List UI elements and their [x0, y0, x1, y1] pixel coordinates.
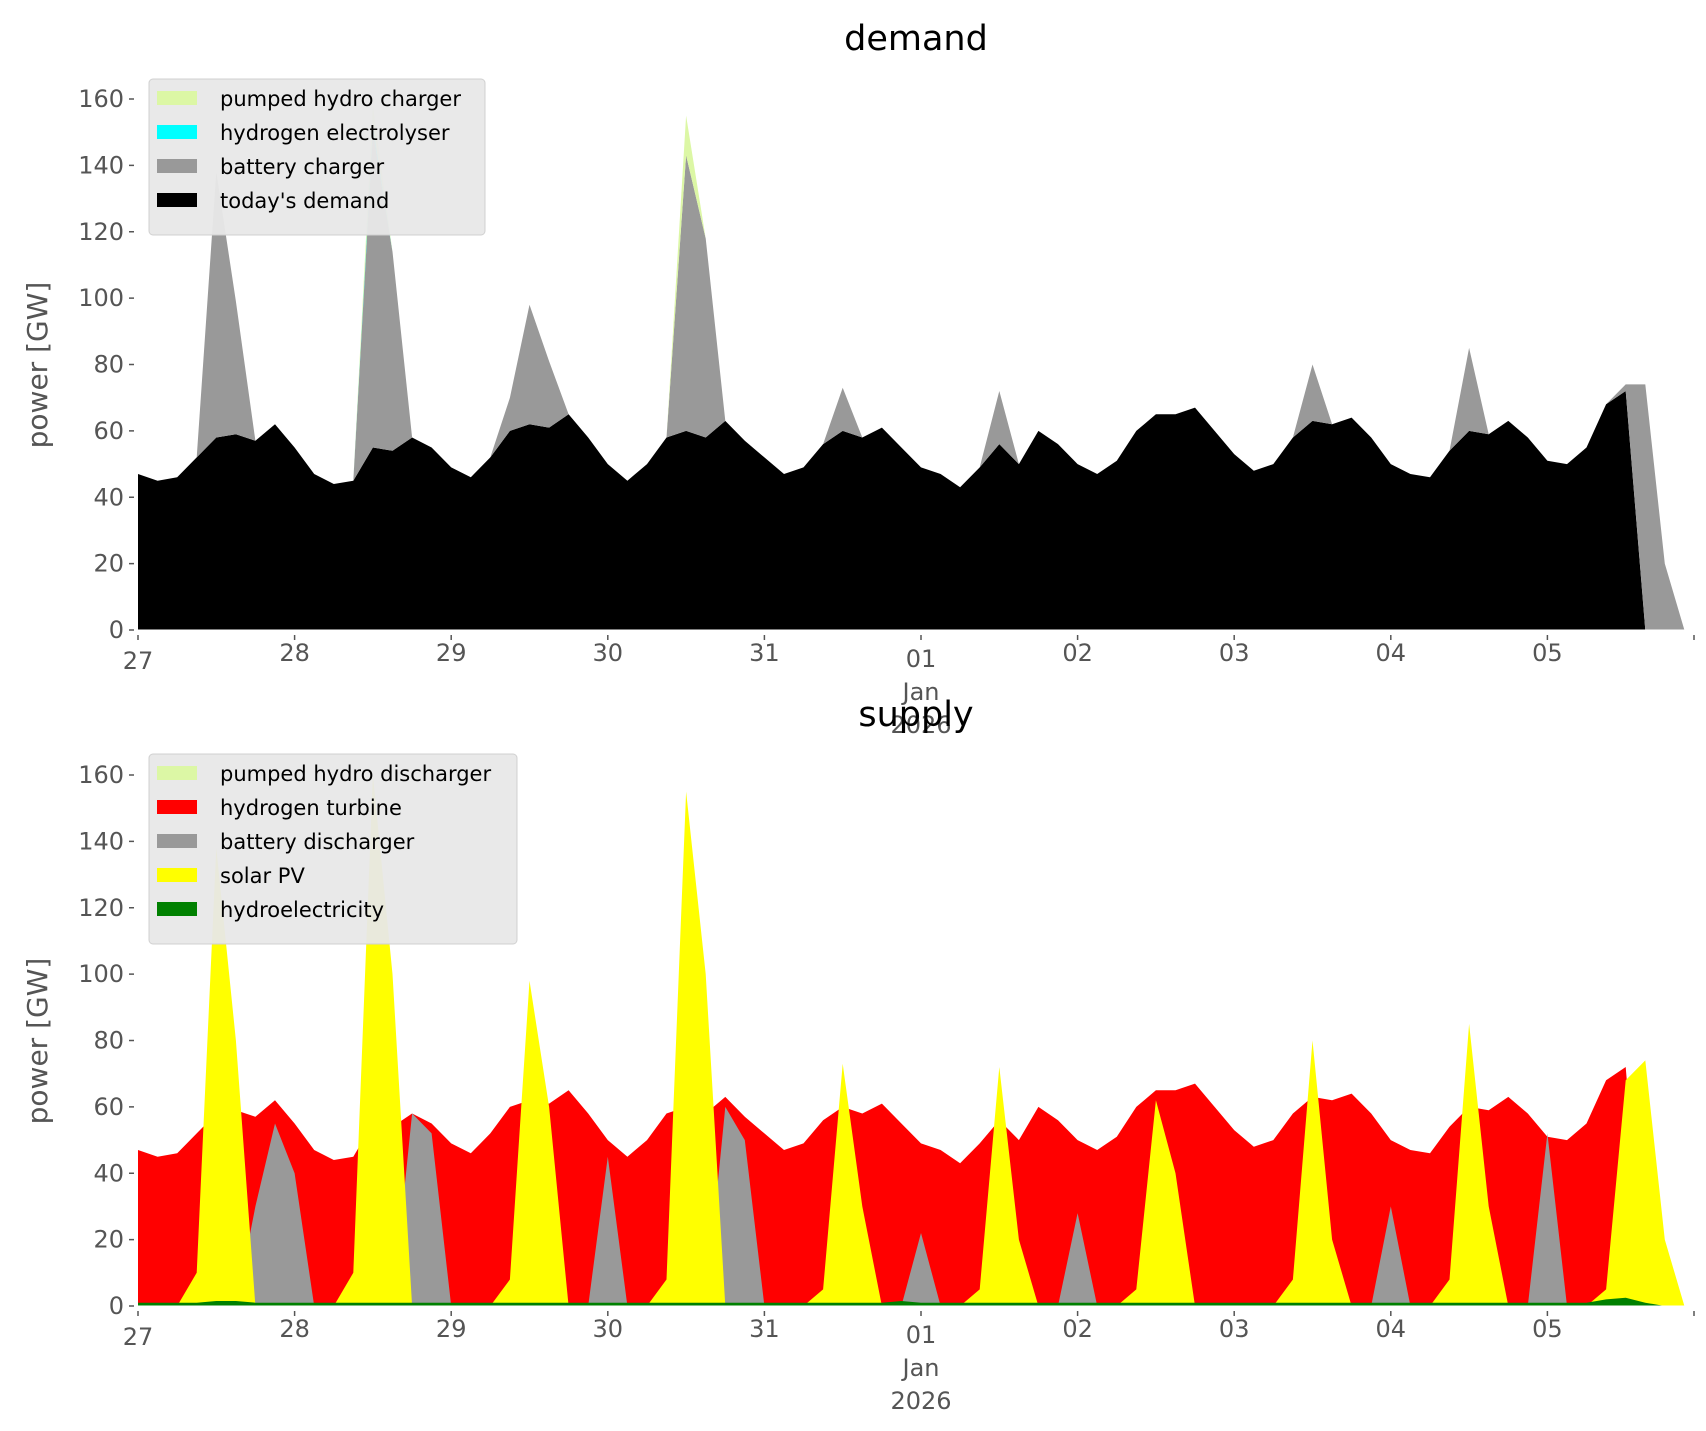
legend-label: pumped hydro discharger [220, 762, 491, 786]
y-tick-label: 80 [93, 351, 124, 379]
y-tick-label: 40 [93, 483, 124, 511]
legend-swatch [157, 902, 197, 916]
x-tick-sublabel: 2026 [890, 1387, 951, 1415]
x-tick-label: 05 [1532, 1315, 1563, 1343]
x-tick-label: 01 [906, 645, 937, 673]
supply-title: supply [858, 695, 973, 735]
legend-label: today's demand [220, 189, 389, 213]
legend-item: battery charger [157, 155, 385, 179]
demand-legend: pumped hydro charger hydrogen electrolyse… [148, 78, 486, 236]
y-tick-label: 160 [78, 85, 124, 113]
y-tick-label: 160 [78, 761, 124, 789]
legend-swatch [157, 193, 197, 207]
y-tick-label: 60 [93, 417, 124, 445]
y-tick-label: 40 [93, 1159, 124, 1187]
x-tick-label: 30 [593, 639, 624, 667]
supply-legend: pumped hydro discharger hydrogen turbine b… [148, 753, 518, 945]
legend-swatch [157, 91, 197, 105]
legend-swatch [157, 766, 197, 780]
y-tick-label: 20 [93, 550, 124, 578]
supply-y-axis-label: power [GW] [21, 958, 54, 1125]
x-tick-label: 31 [749, 639, 780, 667]
x-tick-label: 04 [1376, 639, 1407, 667]
legend-item: hydrogen turbine [157, 796, 402, 820]
y-tick-label: 80 [93, 1027, 124, 1055]
y-tick-label: 140 [78, 827, 124, 855]
legend-item: today's demand [157, 189, 389, 213]
x-tick-label: 05 [1532, 639, 1563, 667]
supply-areas [138, 775, 1685, 1306]
y-tick-label: 20 [93, 1226, 124, 1254]
x-tick-label: 03 [1219, 639, 1250, 667]
x-tick-label: 02 [1062, 1315, 1093, 1343]
legend-label: hydrogen electrolyser [220, 121, 450, 145]
legend-label: battery discharger [220, 830, 415, 854]
legend-swatch [157, 868, 197, 882]
legend-item: battery discharger [157, 830, 415, 854]
x-tick-label: 28 [279, 1315, 310, 1343]
legend-item: hydrogen electrolyser [157, 121, 450, 145]
x-tick-label: 30 [593, 1315, 624, 1343]
legend-frame [148, 753, 518, 945]
demand-y-axis-label: power [GW] [21, 282, 54, 449]
legend-item: pumped hydro discharger [157, 762, 491, 786]
y-tick-label: 60 [93, 1093, 124, 1121]
x-tick-label: 03 [1219, 1315, 1250, 1343]
x-tick-label: 04 [1376, 1315, 1407, 1343]
y-tick-label: 0 [109, 1292, 124, 1320]
y-tick-label: 120 [78, 218, 124, 246]
y-tick-label: 0 [109, 616, 124, 644]
y-tick-label: 100 [78, 284, 124, 312]
x-tick-sublabel: Jan [901, 678, 940, 706]
area-today-s-demand [138, 391, 1685, 630]
x-tick-label: 31 [749, 1315, 780, 1343]
y-tick-label: 140 [78, 151, 124, 179]
legend-label: pumped hydro charger [220, 87, 461, 111]
x-tick-label: 29 [436, 639, 467, 667]
x-tick-label: 28 [279, 639, 310, 667]
y-tick-label: 100 [78, 960, 124, 988]
legend-label: battery charger [220, 155, 385, 179]
legend-label: hydroelectricity [220, 898, 384, 922]
legend-label: hydrogen turbine [220, 796, 402, 820]
legend-swatch [157, 834, 197, 848]
legend-swatch [157, 800, 197, 814]
legend-swatch [157, 125, 197, 139]
x-tick-label: 02 [1062, 639, 1093, 667]
legend-item: hydroelectricity [157, 898, 384, 922]
legend-item: solar PV [157, 864, 305, 888]
demand-areas [138, 105, 1685, 631]
demand-title: demand [844, 19, 988, 59]
area-battery-discharger [138, 1106, 1685, 1306]
x-tick-label: 29 [436, 1315, 467, 1343]
legend-swatch [157, 159, 197, 173]
legend-frame [148, 78, 486, 236]
x-tick-label: 27 [123, 1323, 154, 1351]
x-tick-sublabel: 2026 [890, 711, 951, 739]
x-tick-sublabel: Jan [901, 1354, 940, 1382]
area-hydroelectricity [138, 1297, 1685, 1306]
x-tick-label: 27 [123, 647, 154, 675]
legend-item: pumped hydro charger [157, 87, 461, 111]
x-tick-label: 01 [906, 1321, 937, 1349]
y-tick-label: 120 [78, 894, 124, 922]
legend-label: solar PV [220, 864, 305, 888]
area-solar-pv [138, 775, 1685, 1306]
